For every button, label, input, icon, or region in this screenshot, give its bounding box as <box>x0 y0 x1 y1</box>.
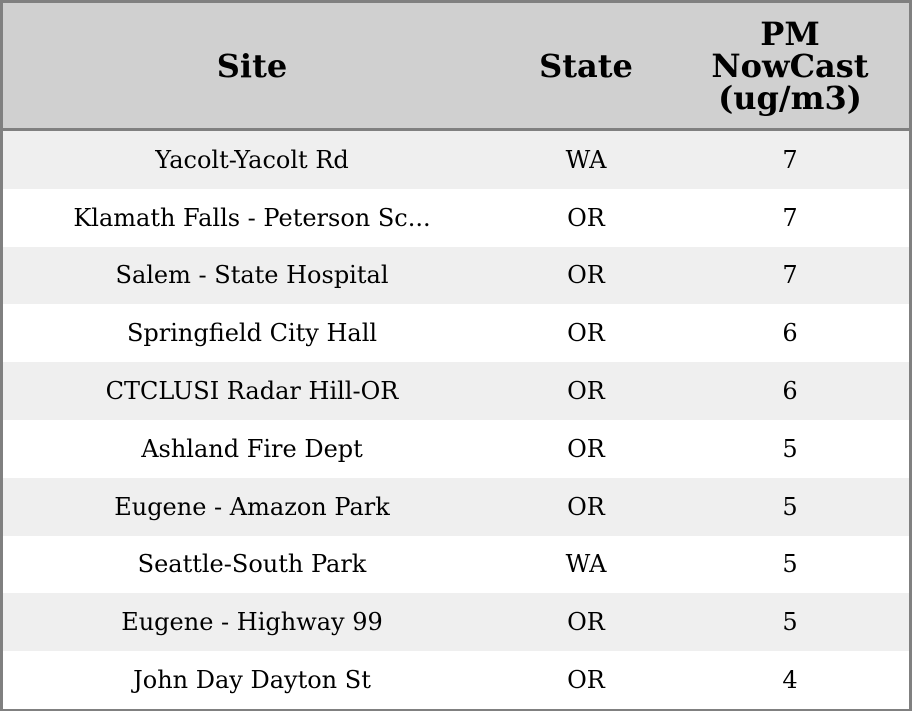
table-row: Eugene - Amazon Park OR 5 <box>3 477 909 536</box>
cell-state: OR <box>501 362 671 420</box>
table-row: Yacolt-Yacolt Rd WA 7 <box>3 129 909 189</box>
cell-state: OR <box>501 188 671 247</box>
table-row: Seattle-South Park WA 5 <box>3 535 909 594</box>
header-state[interactable]: State <box>501 3 671 131</box>
cell-site: John Day Dayton St <box>3 651 501 709</box>
cell-state: OR <box>501 477 671 536</box>
table-row: Eugene - Highway 99 OR 5 <box>3 593 909 652</box>
cell-site: Yacolt-Yacolt Rd <box>3 129 501 189</box>
header-pm-nowcast[interactable]: PM NowCast (ug/m3) <box>671 3 909 131</box>
cell-pm: 5 <box>671 419 909 478</box>
cell-state: OR <box>501 593 671 652</box>
cell-pm: 6 <box>671 362 909 420</box>
cell-site: Klamath Falls - Peterson Sc... <box>3 188 501 247</box>
cell-state: OR <box>501 651 671 709</box>
cell-pm: 7 <box>671 129 909 189</box>
table-row: CTCLUSI Radar Hill-OR OR 6 <box>3 362 909 420</box>
cell-pm: 7 <box>671 188 909 247</box>
table-row: Klamath Falls - Peterson Sc... OR 7 <box>3 188 909 247</box>
cell-site: Eugene - Amazon Park <box>3 477 501 536</box>
cell-site: Springfield City Hall <box>3 304 501 363</box>
cell-site: CTCLUSI Radar Hill-OR <box>3 362 501 420</box>
cell-site: Seattle-South Park <box>3 535 501 594</box>
cell-pm: 6 <box>671 304 909 363</box>
header-site[interactable]: Site <box>3 3 501 131</box>
header-pm-line3: (ug/m3) <box>718 78 862 117</box>
cell-site: Salem - State Hospital <box>3 246 501 305</box>
cell-state: WA <box>501 129 671 189</box>
cell-pm: 4 <box>671 651 909 709</box>
cell-pm: 5 <box>671 593 909 652</box>
cell-state: OR <box>501 246 671 305</box>
table-row: Salem - State Hospital OR 7 <box>3 246 909 305</box>
cell-site: Ashland Fire Dept <box>3 419 501 478</box>
cell-pm: 5 <box>671 477 909 536</box>
table-row: John Day Dayton St OR 4 <box>3 651 909 709</box>
table-row: Springfield City Hall OR 6 <box>3 304 909 363</box>
cell-state: OR <box>501 419 671 478</box>
cell-site: Eugene - Highway 99 <box>3 593 501 652</box>
header-row: Site State PM NowCast (ug/m3) <box>3 3 909 131</box>
header-pm-line2: NowCast <box>711 46 869 85</box>
table-row: Ashland Fire Dept OR 5 <box>3 419 909 478</box>
pm-nowcast-table: Site State PM NowCast (ug/m3) Yacolt-Yac… <box>3 3 909 709</box>
cell-pm: 7 <box>671 246 909 305</box>
cell-pm: 5 <box>671 535 909 594</box>
cell-state: OR <box>501 304 671 363</box>
cell-state: WA <box>501 535 671 594</box>
header-pm-line1: PM <box>760 14 820 53</box>
